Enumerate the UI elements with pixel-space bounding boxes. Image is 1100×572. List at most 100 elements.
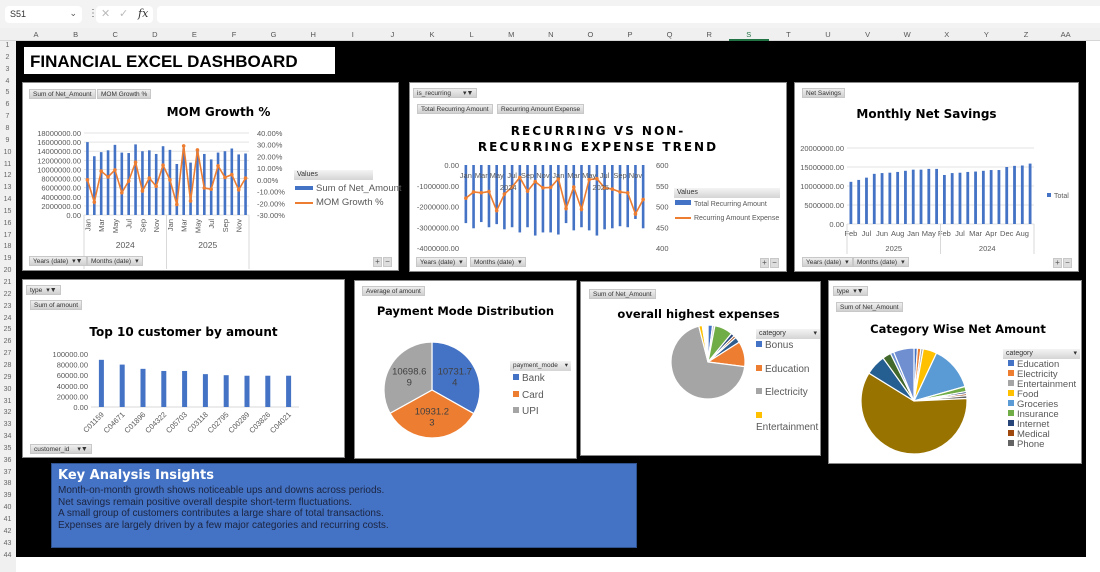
column-header-u[interactable]: U: [825, 30, 831, 39]
formula-bar-input[interactable]: [157, 6, 1100, 23]
field-button-net-savings[interactable]: Net Savings: [802, 88, 846, 98]
row-header-12[interactable]: 12: [3, 172, 12, 180]
column-header-e[interactable]: E: [191, 30, 197, 39]
column-header-f[interactable]: F: [231, 30, 237, 39]
column-header-z[interactable]: Z: [1023, 30, 1029, 39]
legend-filter-category[interactable]: category ▾: [1003, 349, 1080, 359]
row-header-6[interactable]: 6: [5, 101, 10, 109]
expand-button[interactable]: +: [373, 257, 382, 267]
row-header-37[interactable]: 37: [3, 468, 12, 476]
column-header-s[interactable]: S: [728, 30, 769, 41]
axis-button-years[interactable]: Years (date) ▾▼: [29, 256, 87, 266]
column-header-c[interactable]: C: [112, 30, 118, 39]
row-header-16[interactable]: 16: [3, 219, 12, 227]
column-header-h[interactable]: H: [310, 30, 316, 39]
row-header-22[interactable]: 22: [3, 290, 12, 298]
axis-button-years[interactable]: Years (date) ▾: [416, 257, 467, 267]
collapse-button[interactable]: −: [770, 258, 779, 268]
column-header-g[interactable]: G: [270, 30, 277, 39]
row-header-14[interactable]: 14: [3, 196, 12, 204]
axis-button-customer-id[interactable]: customer_id ▾▼: [30, 444, 92, 454]
cancel-icon[interactable]: ✕: [101, 8, 111, 20]
row-header-26[interactable]: 26: [3, 338, 12, 346]
column-header-l[interactable]: L: [469, 30, 474, 39]
row-header-38[interactable]: 38: [3, 480, 12, 488]
row-header-23[interactable]: 23: [3, 302, 12, 310]
collapse-button[interactable]: −: [383, 257, 392, 267]
column-header-aa[interactable]: AA: [1060, 30, 1071, 39]
row-header-20[interactable]: 20: [3, 267, 12, 275]
category-net-amount-chart[interactable]: type ▾▼ Sum of Net_Amount Category Wise N…: [828, 280, 1082, 464]
enter-icon[interactable]: ✓: [119, 8, 129, 20]
column-header-d[interactable]: D: [152, 30, 158, 39]
row-header-10[interactable]: 10: [3, 148, 12, 156]
axis-button-months[interactable]: Months (date) ▾: [87, 256, 143, 266]
dropdown-icon[interactable]: ▾: [518, 259, 522, 266]
row-header-36[interactable]: 36: [3, 456, 12, 464]
row-header-4[interactable]: 4: [5, 77, 10, 85]
field-button-total-recurring[interactable]: Total Recurring Amount: [417, 104, 493, 114]
highest-expenses-chart[interactable]: Sum of Net_Amount overall highest expens…: [580, 281, 821, 456]
more-options-icon[interactable]: ⋮: [88, 8, 98, 19]
column-header-r[interactable]: R: [706, 30, 712, 39]
column-header-o[interactable]: O: [587, 30, 594, 39]
row-header-19[interactable]: 19: [3, 255, 12, 263]
row-header-1[interactable]: 1: [5, 42, 10, 49]
row-header-7[interactable]: 7: [5, 113, 10, 121]
row-header-18[interactable]: 18: [3, 243, 12, 251]
dropdown-icon[interactable]: ▾: [813, 330, 817, 337]
column-header-j[interactable]: J: [390, 30, 395, 39]
field-button-sum-net-amount[interactable]: Sum of Net_Amount: [29, 89, 96, 99]
row-header-44[interactable]: 44: [3, 551, 12, 559]
filter-icon[interactable]: ▾▼: [72, 258, 83, 265]
chevron-down-icon[interactable]: ⌄: [69, 8, 77, 18]
row-header-32[interactable]: 32: [3, 409, 12, 417]
row-header-43[interactable]: 43: [3, 539, 12, 547]
filter-button-type[interactable]: type ▾▼: [833, 286, 868, 296]
legend-filter-category[interactable]: category ▾: [756, 329, 820, 339]
column-header-i[interactable]: I: [351, 30, 354, 39]
row-header-3[interactable]: 3: [5, 65, 10, 73]
dropdown-icon[interactable]: ▾: [1073, 350, 1077, 357]
top-customers-chart[interactable]: type ▾▼ Sum of amount Top 10 customer by …: [22, 279, 345, 458]
filter-button-is-recurring[interactable]: is_recurring ▾▼: [413, 88, 478, 98]
filter-icon[interactable]: ▾▼: [462, 90, 474, 97]
field-button-average-amount[interactable]: Average of amount: [362, 286, 425, 296]
legend-filter-payment-mode[interactable]: payment_mode ▾: [510, 361, 571, 371]
row-header-30[interactable]: 30: [3, 385, 12, 393]
insert-function-icon[interactable]: fx: [138, 7, 149, 20]
monthly-net-savings-chart[interactable]: Net Savings Monthly Net Savings 0.00 5000…: [794, 82, 1079, 272]
row-header-34[interactable]: 34: [3, 433, 12, 441]
field-button-sum-net-amount[interactable]: Sum of Net_Amount: [836, 302, 903, 312]
row-header-31[interactable]: 31: [3, 397, 12, 405]
column-header-y[interactable]: Y: [983, 30, 989, 39]
expand-button[interactable]: +: [1053, 258, 1062, 268]
column-header-p[interactable]: P: [627, 30, 633, 39]
column-header-n[interactable]: N: [548, 30, 554, 39]
column-header-b[interactable]: B: [73, 30, 79, 39]
field-button-recurring-expense[interactable]: Recurring Amount Expense: [497, 104, 585, 114]
recurring-expense-chart[interactable]: is_recurring ▾▼ Total Recurring Amount Re…: [409, 82, 787, 272]
row-header-15[interactable]: 15: [3, 207, 12, 215]
row-header-13[interactable]: 13: [3, 184, 12, 192]
filter-icon[interactable]: ▾▼: [46, 287, 57, 294]
row-header-21[interactable]: 21: [3, 279, 12, 286]
column-header-x[interactable]: X: [944, 30, 950, 39]
row-header-40[interactable]: 40: [3, 504, 12, 512]
row-header-39[interactable]: 39: [3, 492, 12, 500]
row-header-5[interactable]: 5: [5, 89, 10, 97]
row-header-25[interactable]: 25: [3, 326, 12, 334]
column-header-m[interactable]: M: [508, 30, 515, 39]
dropdown-icon[interactable]: ▾: [459, 259, 463, 266]
axis-button-months[interactable]: Months (date) ▾: [470, 257, 526, 267]
expand-button[interactable]: +: [760, 258, 769, 268]
axis-button-months[interactable]: Months (date) ▾: [853, 257, 909, 267]
row-header-42[interactable]: 42: [3, 527, 12, 535]
row-header-17[interactable]: 17: [3, 231, 12, 239]
field-button-mom-growth[interactable]: MOM Growth %: [97, 89, 152, 99]
axis-button-years[interactable]: Years (date) ▾: [802, 257, 853, 267]
column-header-w[interactable]: W: [903, 30, 911, 39]
column-header-a[interactable]: A: [33, 30, 39, 39]
dropdown-icon[interactable]: ▾: [564, 362, 568, 369]
filter-button-type[interactable]: type ▾▼: [26, 285, 61, 295]
